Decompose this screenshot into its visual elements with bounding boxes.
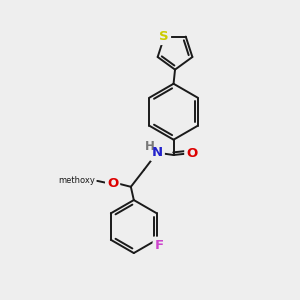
Text: F: F: [154, 238, 164, 252]
Text: H: H: [145, 140, 155, 153]
Text: methoxy: methoxy: [58, 176, 95, 185]
Text: O: O: [107, 177, 118, 190]
Text: H: H: [145, 140, 155, 153]
Text: O: O: [107, 177, 118, 190]
Text: F: F: [154, 238, 164, 252]
Text: S: S: [160, 30, 169, 43]
Text: N: N: [152, 146, 163, 159]
Text: O: O: [186, 147, 197, 160]
Text: N: N: [152, 146, 163, 159]
Text: O: O: [186, 147, 197, 160]
Text: S: S: [160, 30, 169, 43]
